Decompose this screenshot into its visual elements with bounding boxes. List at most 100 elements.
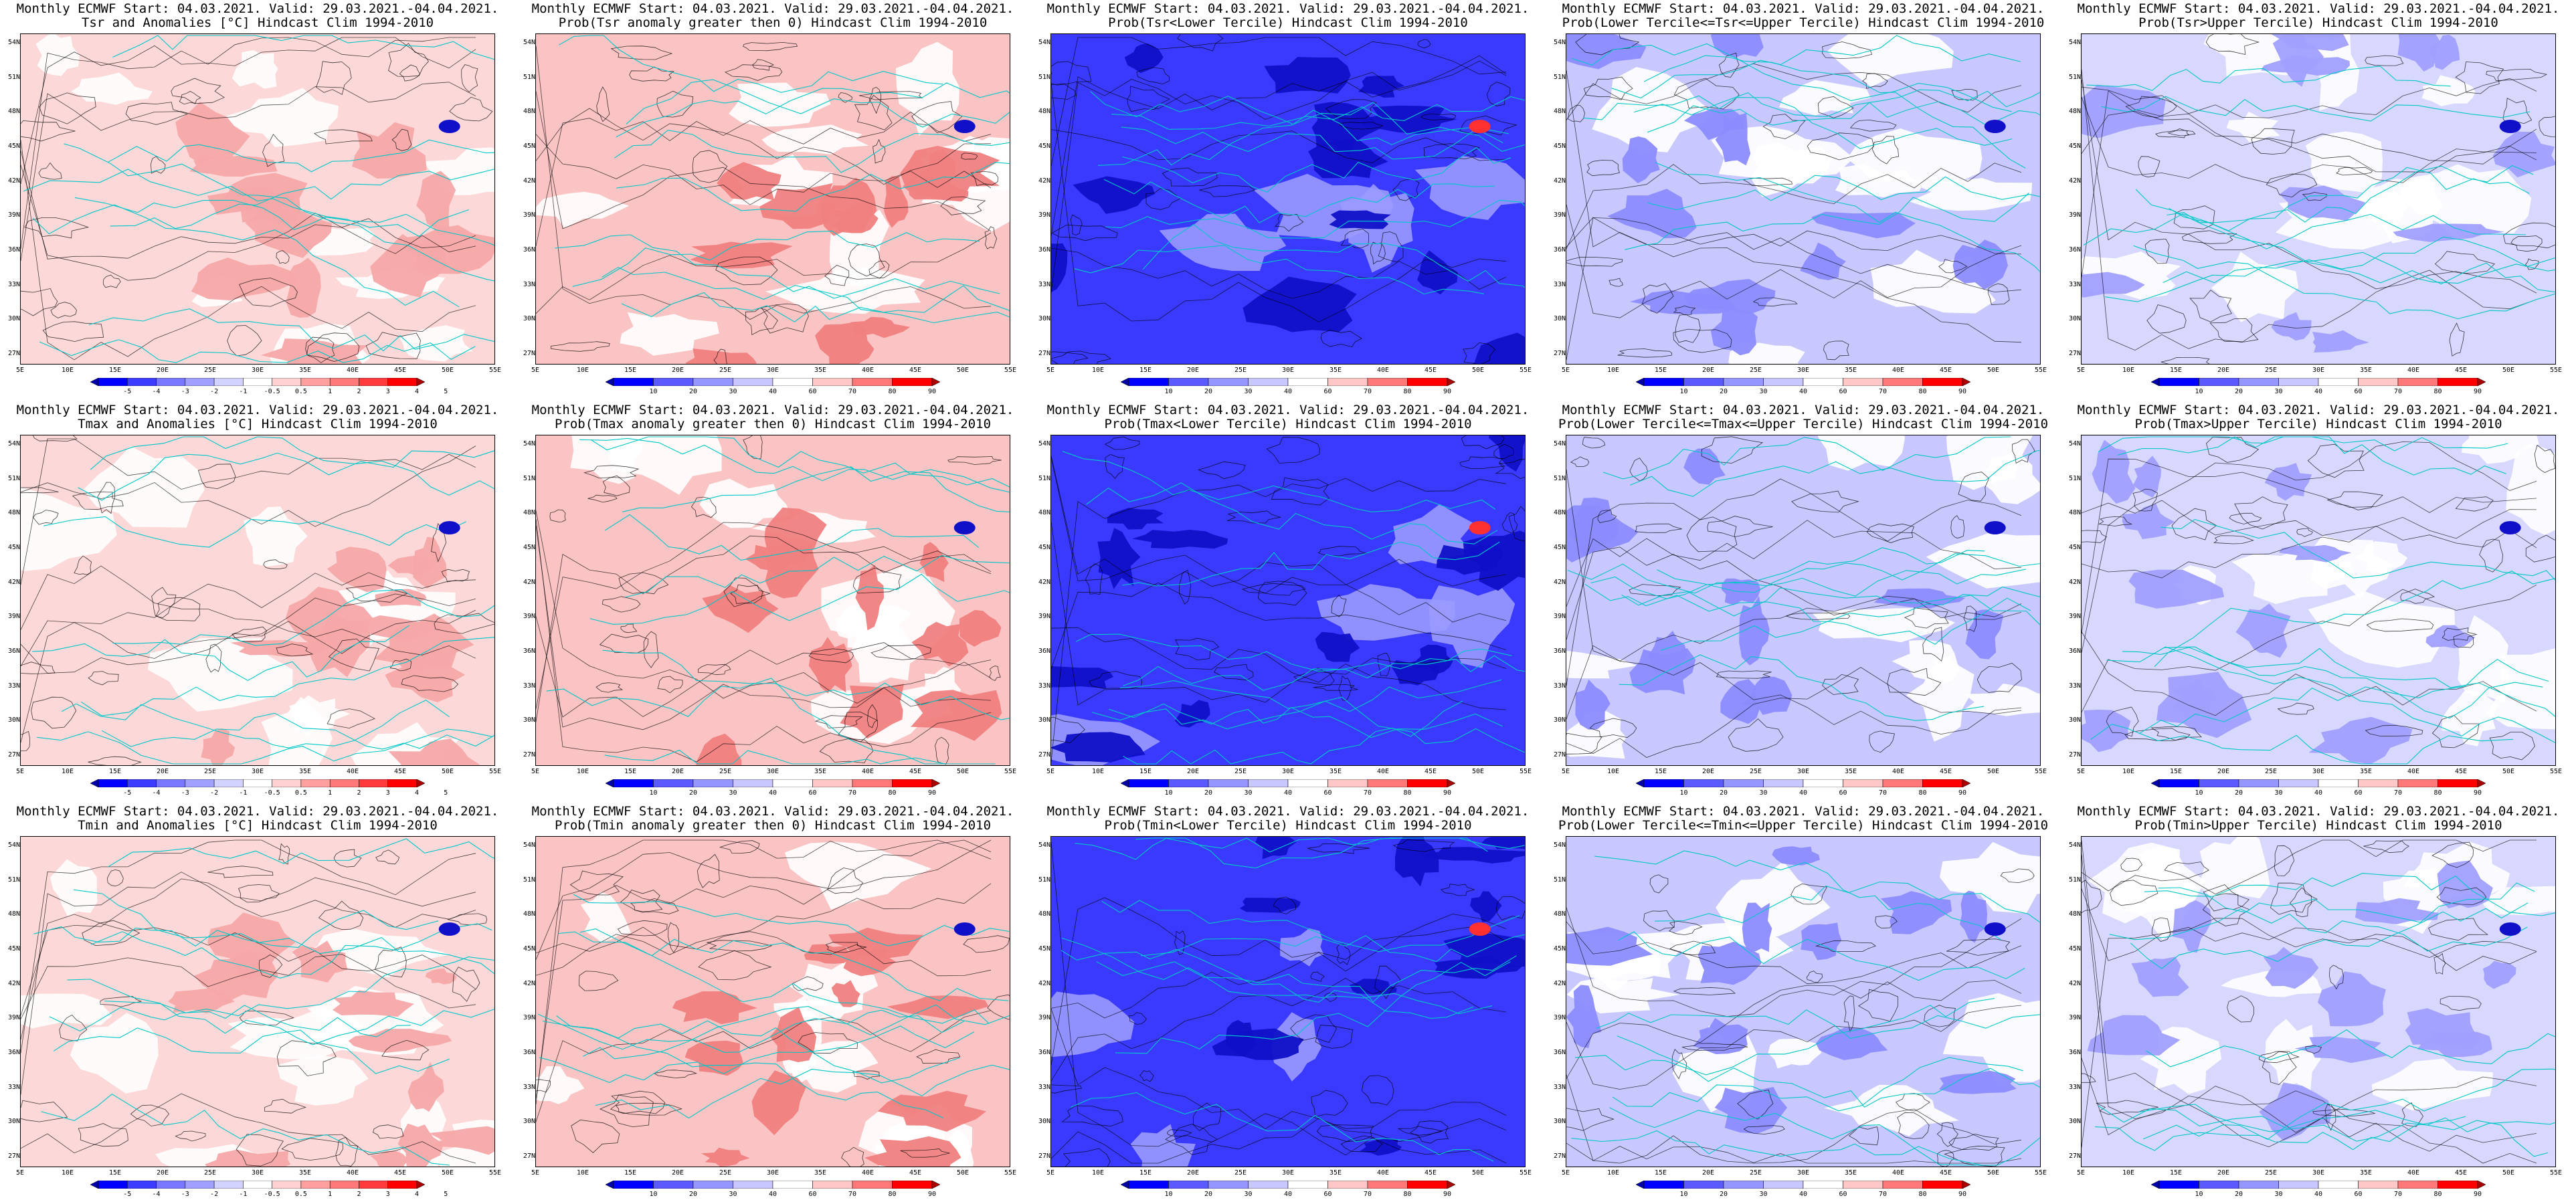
colorbar-swatch — [90, 779, 99, 787]
field-patch — [2397, 34, 2440, 72]
colorbar-swatch — [1643, 1181, 1684, 1189]
colorbar-swatch — [387, 1181, 418, 1189]
field-patch — [1965, 609, 2004, 660]
contour-line — [1374, 965, 1401, 999]
coastline — [1594, 850, 2001, 940]
contour-line — [989, 666, 1001, 681]
contour-line — [1174, 930, 1186, 955]
colorbar-swatch — [1208, 779, 1249, 787]
field-patch — [352, 122, 427, 179]
longitude-label: 35E — [298, 768, 312, 775]
contour-line — [305, 336, 335, 363]
contour-line — [1566, 217, 2022, 360]
latitude-label: 45N — [1038, 544, 1050, 551]
field-patch — [2226, 111, 2280, 142]
colorbar-swatch — [2199, 779, 2239, 787]
map-panel: Monthly ECMWF Start: 04.03.2021. Valid: … — [0, 803, 515, 1204]
field-patch — [1880, 891, 1952, 934]
coastline — [1571, 1130, 1983, 1166]
contour-line — [1317, 546, 1368, 557]
colorbar-label: 10 — [1679, 1191, 1688, 1198]
longitude-label: 30E — [2312, 367, 2325, 374]
longitude-label: 40E — [346, 768, 359, 775]
contour-line — [2082, 97, 2537, 184]
contour-line — [434, 613, 494, 634]
contour-line — [596, 86, 610, 122]
contour-line — [2209, 318, 2259, 342]
field-patch — [855, 565, 885, 631]
contour-line — [21, 872, 476, 1095]
longitude-label: 50E — [1471, 1169, 1485, 1177]
colorbar-label: 20 — [1204, 388, 1213, 395]
contour-line — [1673, 328, 1732, 353]
contour-line — [629, 66, 675, 82]
latitude-label: 42N — [7, 979, 20, 987]
field-patch — [1329, 210, 1391, 229]
latitude-label: 36N — [1038, 647, 1050, 655]
colorbar-label: 10 — [1679, 789, 1688, 797]
latitude-label: 36N — [523, 647, 535, 655]
contour-line — [2455, 62, 2504, 94]
longitude-label: 5E — [1561, 1169, 1570, 1177]
contour-line — [1737, 1090, 1774, 1120]
contour-line — [59, 1014, 88, 1041]
contour-line — [1922, 627, 1944, 662]
colorbar-swatch — [272, 378, 302, 386]
colorbar-swatch — [90, 378, 99, 386]
longitude-label: 45E — [2454, 1169, 2468, 1177]
latitude-label: 42N — [1553, 578, 1566, 586]
coastline — [537, 1009, 965, 1053]
coastline — [1092, 679, 1502, 730]
contour-line — [841, 1146, 864, 1167]
longitude-label: 25E — [2264, 768, 2278, 775]
latitude-label: 27N — [2068, 1152, 2081, 1160]
contour-line — [761, 303, 809, 334]
field-patch — [307, 611, 370, 678]
contour-line — [1493, 443, 1514, 460]
contour-line — [1728, 718, 1784, 752]
contour-line — [752, 59, 774, 71]
contour-line — [1463, 342, 1496, 364]
longitude-label: 40E — [2407, 367, 2420, 374]
colorbar-label: 80 — [888, 1191, 897, 1198]
latitude-label: 33N — [2068, 1083, 2081, 1091]
contour-line — [1936, 1122, 1958, 1147]
contour-line — [536, 522, 992, 709]
latitude-label: 45N — [7, 544, 20, 551]
contour-line — [536, 1010, 992, 1122]
contour-line — [328, 638, 379, 672]
contour-line — [313, 129, 373, 144]
field-patch — [759, 183, 837, 229]
colorbar-swatch — [1962, 378, 1970, 386]
latitude-label: 48N — [1553, 108, 1566, 116]
colorbar-label: 30 — [1759, 388, 1768, 395]
coastline — [1101, 900, 1520, 952]
colorbar-swatch — [812, 779, 853, 787]
field-patch — [336, 615, 442, 640]
contour-line — [1583, 76, 1633, 100]
coastline — [2130, 902, 2528, 969]
field-patch — [1926, 532, 2040, 589]
contour-line — [1459, 456, 1506, 470]
contour-line — [2082, 918, 2537, 1148]
contour-line — [571, 1119, 620, 1153]
contour-line — [21, 877, 476, 1016]
colorbar-swatch — [329, 378, 359, 386]
colorbar-label: 5 — [444, 1191, 448, 1198]
longitude-label: 25E — [1749, 367, 1762, 374]
contour-line — [1331, 594, 1347, 617]
contour-line — [72, 492, 124, 510]
map-panel: Monthly ECMWF Start: 04.03.2021. Valid: … — [515, 0, 1030, 401]
field-patch — [620, 312, 719, 356]
latitude-label: 51N — [2068, 474, 2081, 482]
latitude-label: 48N — [7, 910, 20, 918]
contour-line — [1848, 1126, 1879, 1146]
field-patch — [1942, 993, 2040, 1082]
coastline — [2090, 724, 2513, 765]
coastline — [616, 82, 1010, 138]
latitude-label: 51N — [7, 73, 20, 81]
latitude-label: 33N — [1553, 280, 1566, 288]
latitude-label: 33N — [1038, 682, 1050, 690]
latitude-label: 48N — [2068, 108, 2081, 116]
field-patch — [1835, 164, 1924, 197]
